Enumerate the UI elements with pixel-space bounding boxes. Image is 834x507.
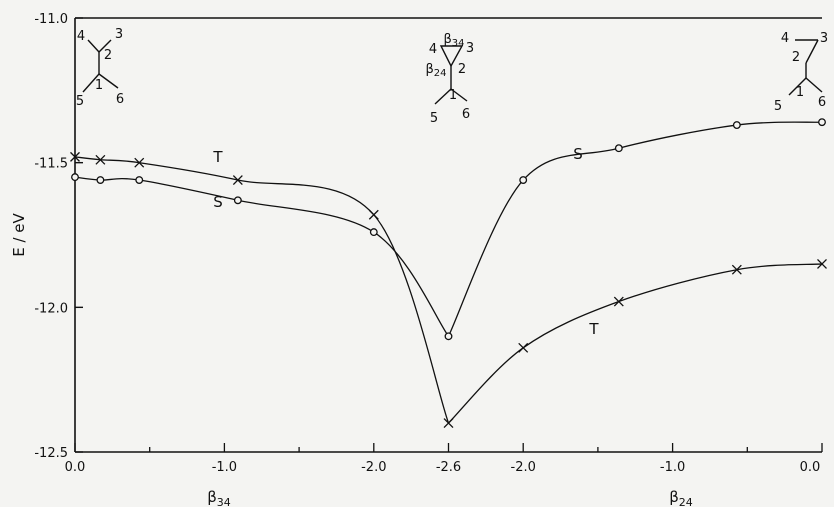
structure-right-atom-label: 5 — [774, 99, 782, 114]
structure-middle-atom-label: 5 — [430, 111, 438, 126]
point-T — [232, 175, 243, 185]
structure-right-atom-label: 2 — [792, 50, 800, 65]
series-label-T: T — [212, 148, 223, 166]
x-tick-label: -2.6 — [436, 460, 461, 475]
x-tick-label: -2.0 — [361, 460, 386, 475]
point-T — [368, 209, 379, 220]
x-tick-label: 0.0 — [65, 460, 86, 475]
structure-right-atom-label: 6 — [818, 95, 826, 110]
structure-middle — [434, 45, 468, 105]
series-line-S-right — [447, 121, 823, 337]
point-T — [70, 151, 80, 162]
structure-left — [82, 39, 119, 93]
series-markers — [70, 118, 827, 429]
structure-left-atom-label: 1 — [95, 78, 103, 93]
point-T — [518, 342, 529, 353]
point-S — [71, 173, 79, 182]
series-line-T-left — [74, 156, 450, 424]
series-line-T-right — [448, 263, 823, 424]
structure-middle-atom-label: 3 — [466, 41, 474, 56]
series-label-S: S — [213, 193, 223, 211]
structure-middle-atom-label: 1 — [449, 88, 457, 103]
structure-right-atom-label: 4 — [781, 31, 789, 46]
series-line-S-left — [74, 176, 450, 337]
point-T — [817, 258, 827, 269]
y-tick-label: -12.0 — [34, 301, 68, 316]
labels: E / eV β34 β24 T S S T — [10, 145, 693, 507]
y-tick-label: -11.0 — [34, 12, 68, 27]
point-T — [731, 264, 742, 275]
structure-left-atom-label: 5 — [76, 94, 84, 109]
y-tick-label: -11.5 — [34, 157, 68, 172]
structure-left-atom-label: 2 — [104, 48, 112, 63]
point-S — [519, 176, 528, 184]
point-T — [134, 157, 145, 168]
structure-right — [788, 39, 823, 96]
structure-middle-atom-label: β24 — [425, 62, 446, 79]
structure-middle-atom-label: 4 — [429, 42, 437, 57]
point-S — [818, 118, 826, 127]
structure-right-atom-label: 3 — [820, 31, 828, 46]
series-label-T: T — [588, 320, 599, 338]
point-S — [135, 176, 144, 184]
point-S — [614, 144, 623, 153]
series-label-S: S — [573, 145, 583, 163]
point-T — [443, 418, 454, 429]
y-axis-label: E / eV — [10, 212, 28, 256]
point-S — [369, 228, 378, 237]
x-axis-label-left: β34 — [207, 488, 231, 507]
x-tick-label: -1.0 — [660, 460, 685, 475]
structure-middle-atom-label: β34 — [443, 32, 464, 49]
point-S — [732, 121, 741, 130]
structure-left-atom-label: 6 — [116, 92, 124, 107]
point-T — [95, 154, 106, 165]
point-T — [613, 296, 624, 307]
series-curves — [74, 121, 823, 424]
structure-middle-atom-label: 2 — [458, 62, 466, 77]
structure-left-atom-label: 3 — [115, 27, 123, 42]
x-axis-label-right: β24 — [669, 488, 693, 507]
structure-left-atom-label: 4 — [77, 29, 85, 44]
point-S — [444, 332, 453, 341]
structure-right-atom-label: 1 — [796, 85, 804, 100]
point-S — [233, 196, 242, 205]
axes — [74, 17, 822, 453]
structure-middle-atom-label: 6 — [462, 107, 470, 122]
point-S — [96, 176, 105, 184]
ticks: -11.0-11.5-12.0-12.50.0 -1.0 -2.0 -2.6 -2.0-… — [34, 12, 823, 475]
y-tick-label: -12.5 — [34, 446, 68, 461]
x-tick-label: 0.0 — [800, 460, 821, 475]
x-tick-label: -2.0 — [511, 460, 536, 475]
x-tick-label: -1.0 — [212, 460, 237, 475]
